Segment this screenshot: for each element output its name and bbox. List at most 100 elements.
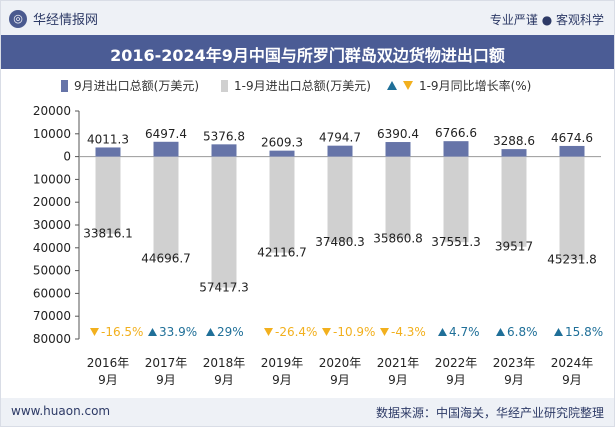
growth-up-marker <box>496 328 505 336</box>
y-tick-label: 60000 <box>33 286 71 300</box>
footer-url[interactable]: www.huaon.com <box>11 404 111 418</box>
monthly-data-label: 3288.6 <box>493 134 535 148</box>
growth-down-marker <box>90 328 99 336</box>
tagline: 专业严谨 ● 客观科学 <box>489 13 604 27</box>
title-bar: 2016-2024年9月中国与所罗门群岛双边货物进出口额 <box>1 35 614 69</box>
footer-source: 数据来源：中国海关，华经产业研究院整理 <box>375 406 604 420</box>
monthly-bar <box>153 141 179 157</box>
growth-up-marker <box>148 328 157 336</box>
monthly-data-label: 4674.6 <box>551 131 593 145</box>
x-tick-label-year: 2021年 <box>377 356 420 370</box>
y-tick-label: 10000 <box>33 172 71 186</box>
x-tick-label-year: 2024年 <box>551 356 594 370</box>
y-tick-label: 10000 <box>33 127 71 141</box>
growth-up-marker <box>438 328 447 336</box>
x-tick-label-month: 9月 <box>446 373 466 387</box>
monthly-data-label: 6497.4 <box>145 127 187 141</box>
brand-logo-icon: ◎ <box>9 9 27 28</box>
cumulative-bar <box>269 156 295 253</box>
x-tick-label-year: 2019年 <box>261 356 304 370</box>
x-tick-label-month: 9月 <box>562 373 582 387</box>
y-tick-label: 50000 <box>33 264 71 278</box>
cumulative-data-label: 33816.1 <box>83 227 133 241</box>
monthly-bar <box>95 147 121 157</box>
y-tick-label: 80000 <box>33 332 71 346</box>
monthly-bar <box>385 142 411 157</box>
y-tick-label: 0 <box>63 150 71 164</box>
monthly-data-label: 6766.6 <box>435 126 477 140</box>
cumulative-bar <box>327 156 353 243</box>
x-tick-label-month: 9月 <box>330 373 350 387</box>
cumulative-data-label: 45231.8 <box>547 253 597 267</box>
x-tick-label-month: 9月 <box>504 373 524 387</box>
growth-down-marker <box>264 328 273 336</box>
monthly-bar <box>559 145 585 157</box>
monthly-bar <box>443 141 469 157</box>
top-bar: ◎ 华经情报网 专业严谨 ● 客观科学 <box>1 1 614 35</box>
growth-rate-label: 15.8% <box>565 325 603 339</box>
growth-rate-label: -10.9% <box>333 325 375 339</box>
growth-rate-label: -4.3% <box>391 325 426 339</box>
legend-down-triangle-icon <box>402 81 413 90</box>
monthly-bar <box>269 150 295 157</box>
x-tick-label-month: 9月 <box>214 373 234 387</box>
cumulative-data-label: 42116.7 <box>257 246 307 260</box>
monthly-data-label: 5376.8 <box>203 129 245 143</box>
legend-swatch-monthly <box>61 79 68 92</box>
growth-rate-label: -16.5% <box>101 325 143 339</box>
y-tick-label: 20000 <box>33 104 71 118</box>
x-tick-label-year: 2023年 <box>493 356 536 370</box>
brand[interactable]: ◎ 华经情报网 <box>9 9 98 28</box>
y-tick-label: 30000 <box>33 218 71 232</box>
monthly-bar <box>327 145 353 157</box>
growth-rate-label: 6.8% <box>507 325 538 339</box>
monthly-bar <box>501 149 527 157</box>
growth-rate-label: 29% <box>217 325 244 339</box>
cumulative-bar <box>211 156 237 288</box>
x-tick-label-month: 9月 <box>156 373 176 387</box>
cumulative-bar <box>443 156 469 243</box>
x-tick-label-year: 2022年 <box>435 356 478 370</box>
legend-label-growth: 1-9月同比增长率(%) <box>418 79 532 93</box>
growth-rate-label: 4.7% <box>449 325 480 339</box>
monthly-data-label: 4011.3 <box>87 132 129 146</box>
legend-up-triangle-icon <box>386 81 397 90</box>
legend-swatch-cumulative <box>221 79 228 92</box>
cumulative-data-label: 37480.3 <box>315 235 365 249</box>
chart-legend: 9月进出口总额(万美元) 1-9月进出口总额(万美元) 1-9月同比增长率(%) <box>61 77 531 94</box>
x-tick-label-year: 2018年 <box>203 356 246 370</box>
x-tick-label-year: 2020年 <box>319 356 362 370</box>
chart-title: 2016-2024年9月中国与所罗门群岛双边货物进出口额 <box>110 46 505 65</box>
legend-label-monthly: 9月进出口总额(万美元) <box>74 79 199 93</box>
brand-name: 华经情报网 <box>33 13 99 28</box>
cumulative-data-label: 39517 <box>495 240 533 254</box>
x-tick-label-month: 9月 <box>98 373 118 387</box>
y-tick-label: 20000 <box>33 195 71 209</box>
growth-rate-label: -26.4% <box>275 325 317 339</box>
monthly-data-label: 4794.7 <box>319 131 361 145</box>
growth-down-marker <box>380 328 389 336</box>
x-tick-label-month: 9月 <box>388 373 408 387</box>
cumulative-bar <box>385 156 411 239</box>
cumulative-bar <box>559 156 585 260</box>
cumulative-bar <box>95 156 121 234</box>
cumulative-data-label: 44696.7 <box>141 252 191 266</box>
cumulative-bar <box>501 156 527 247</box>
footer-bar: www.huaon.com 数据来源：中国海关，华经产业研究院整理 <box>1 398 614 426</box>
y-tick-label: 40000 <box>33 241 71 255</box>
cumulative-data-label: 57417.3 <box>199 281 249 295</box>
growth-down-marker <box>322 328 331 336</box>
x-tick-label-year: 2016年 <box>87 356 130 370</box>
legend-label-cumulative: 1-9月进出口总额(万美元) <box>234 79 371 93</box>
monthly-data-label: 2609.3 <box>261 136 303 150</box>
x-tick-label-year: 2017年 <box>145 356 188 370</box>
monthly-bar <box>211 144 237 157</box>
cumulative-bar <box>153 156 179 259</box>
x-tick-label-month: 9月 <box>272 373 292 387</box>
y-tick-label: 70000 <box>33 309 71 323</box>
growth-rate-label: 33.9% <box>159 325 197 339</box>
growth-up-marker <box>206 328 215 336</box>
chart-plot: 20000 10000 0 10000 20000 30000 40000 50000 6000… <box>33 104 603 387</box>
cumulative-data-label: 35860.8 <box>373 231 423 245</box>
